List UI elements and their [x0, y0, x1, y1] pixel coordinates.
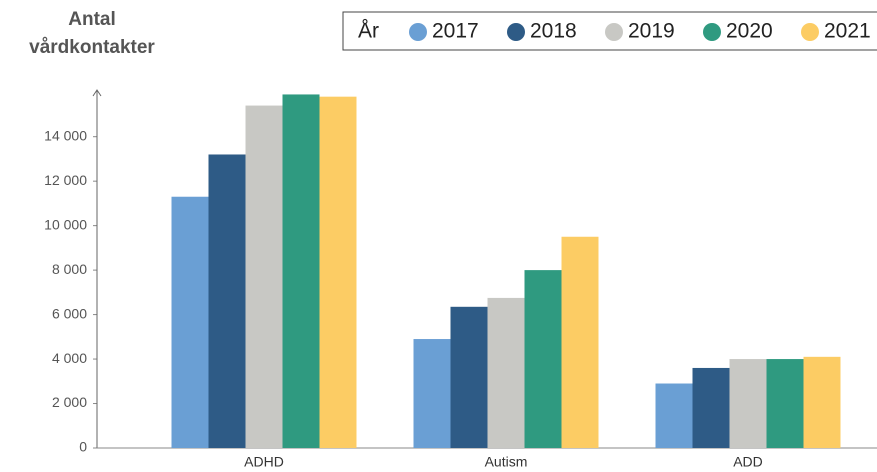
bar — [319, 96, 357, 448]
bar — [413, 339, 451, 448]
legend-swatch — [409, 23, 427, 41]
bar — [655, 383, 693, 448]
y-axis-label: vårdkontakter — [29, 37, 155, 58]
bar — [561, 236, 599, 448]
y-tick-label: 6 000 — [52, 305, 87, 321]
bar — [766, 359, 804, 448]
y-axis-arrow — [92, 89, 102, 97]
legend-box — [342, 11, 877, 51]
y-tick-label: 2 000 — [52, 394, 87, 410]
y-tick-label: 4 000 — [52, 350, 87, 366]
legend-swatch — [703, 23, 721, 41]
bar — [729, 359, 767, 448]
legend-label: 2019 — [628, 20, 675, 43]
legend-swatch — [507, 23, 525, 41]
y-tick-label: 14 000 — [44, 127, 87, 143]
x-tick-label: ADHD — [244, 454, 284, 470]
bar — [524, 270, 562, 448]
bar — [171, 196, 209, 448]
legend-title: År — [358, 20, 379, 43]
legend-label: 2021 — [824, 20, 871, 43]
bar — [450, 306, 488, 448]
y-tick-label: 10 000 — [44, 216, 87, 232]
legend-label: 2020 — [726, 20, 773, 43]
y-tick-label: 12 000 — [44, 172, 87, 188]
x-tick-label: ADD — [733, 454, 763, 470]
bar — [282, 94, 320, 448]
bar — [803, 356, 841, 448]
legend-swatch — [801, 23, 819, 41]
legend-swatch — [605, 23, 623, 41]
y-axis-label: Antal — [68, 9, 116, 30]
bar — [692, 367, 730, 448]
legend-label: 2018 — [530, 20, 577, 43]
bar — [487, 297, 525, 448]
bar — [208, 154, 246, 448]
y-tick-label: 0 — [79, 439, 87, 455]
x-tick-label: Autism — [485, 454, 528, 470]
y-tick-label: 8 000 — [52, 261, 87, 277]
bar — [245, 105, 283, 448]
legend-label: 2017 — [432, 20, 479, 43]
